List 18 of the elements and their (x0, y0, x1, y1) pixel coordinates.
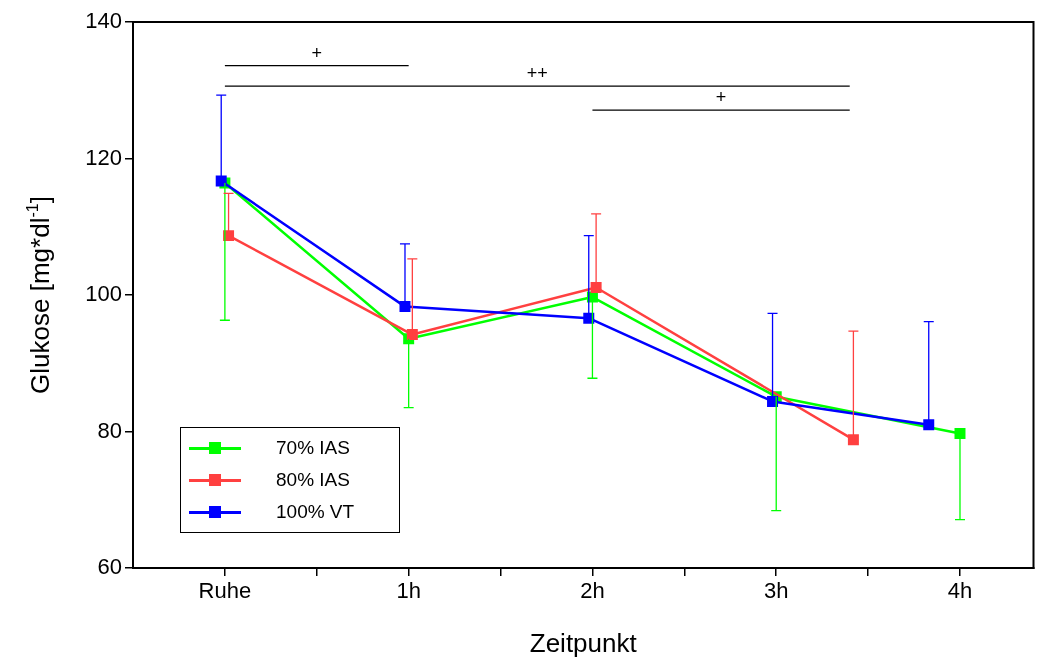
legend-label: 80% IAS (276, 469, 350, 491)
y-axis-title: Glukose [mg*dl-1] (24, 196, 55, 394)
x-tick-label: 3h (763, 578, 789, 604)
legend-label: 100% VT (276, 501, 355, 523)
annotation: ++ (526, 63, 548, 84)
y-tick-label: 60 (97, 554, 122, 580)
y-tick-label: 100 (85, 281, 122, 307)
x-tick-label: 4h (947, 578, 973, 604)
x-tick-label: Ruhe (198, 578, 252, 604)
y-tick-label: 120 (85, 144, 122, 170)
x-tick-label: 1h (396, 578, 421, 604)
x-tick-label: 2h (580, 578, 605, 604)
y-tick-label: 80 (97, 417, 122, 443)
annotation: + (311, 42, 323, 63)
annotation: + (715, 87, 727, 108)
y-tick-label: 140 (85, 8, 122, 34)
x-axis-title: Zeitpunkt (529, 627, 638, 658)
legend-label: 70% IAS (276, 437, 350, 459)
